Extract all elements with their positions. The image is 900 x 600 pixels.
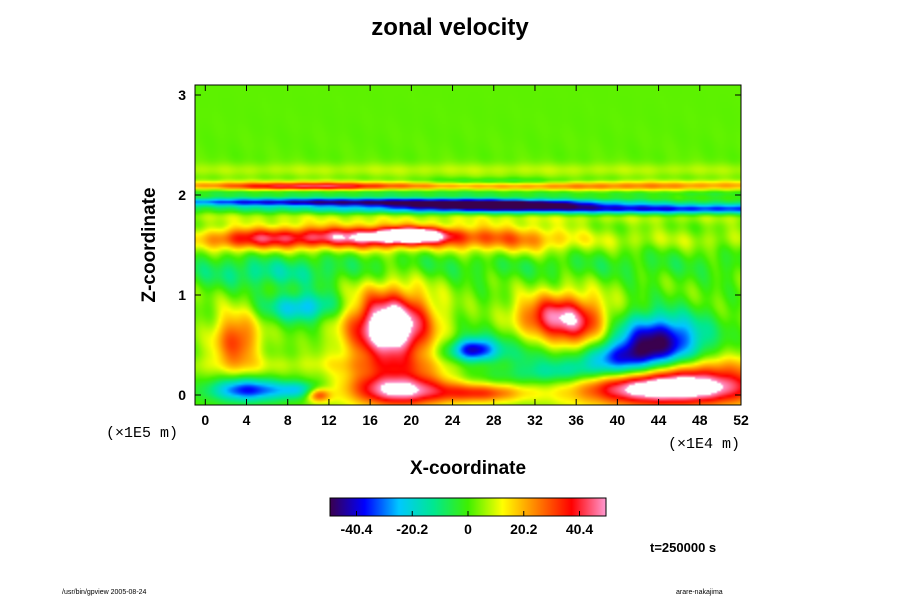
x-tick-label: 40 [610, 412, 626, 428]
x-tick-label: 16 [362, 412, 378, 428]
chart-title: zonal velocity [371, 14, 529, 41]
y-tick-label: 0 [178, 387, 186, 403]
time-label: t=250000 s [650, 540, 717, 555]
x-tick-label: 36 [568, 412, 584, 428]
x-tick-label: 28 [486, 412, 502, 428]
x-tick-label: 12 [321, 412, 337, 428]
colorbar-ticks: -40.4 -20.2 0 20.2 40.4 [341, 511, 593, 537]
footer-author: arare-nakajima [676, 589, 723, 596]
x-scale-label: (×1E4 m) [668, 436, 741, 453]
x-tick-label: 8 [284, 412, 292, 428]
x-axis-label: X-coordinate [409, 458, 527, 479]
x-tick-label: 32 [527, 412, 543, 428]
x-tick-label: 4 [243, 412, 251, 428]
footer-command: /usr/bin/gpview 2005-08-24 [62, 589, 147, 596]
colorbar-tick-label: -40.4 [341, 521, 373, 537]
colorbar-tick-label: 20.2 [510, 521, 537, 537]
plot-frame [194, 84, 742, 406]
colorbar-tick-label: 0 [464, 521, 472, 537]
z-scale-label: (×1E5 m) [106, 425, 179, 442]
x-tick-label: 24 [445, 412, 461, 428]
x-axis: 0 4 8 12 16 20 24 28 32 36 40 44 48 52 [201, 85, 749, 428]
y-tick-label: 2 [178, 187, 186, 203]
x-tick-label: 20 [404, 412, 420, 428]
colorbar-tick-label: 40.4 [566, 521, 593, 537]
y-tick-label: 3 [178, 87, 186, 103]
y-axis: 0 1 2 3 [178, 87, 741, 403]
x-tick-label: 0 [201, 412, 209, 428]
heatmap-field [195, 85, 741, 405]
colorbar-tick-label: -20.2 [396, 521, 428, 537]
x-tick-label: 48 [692, 412, 708, 428]
y-axis-label: Z-coordinate [139, 187, 160, 303]
x-tick-label: 52 [733, 412, 749, 428]
y-tick-label: 1 [178, 287, 186, 303]
x-tick-label: 44 [651, 412, 667, 428]
